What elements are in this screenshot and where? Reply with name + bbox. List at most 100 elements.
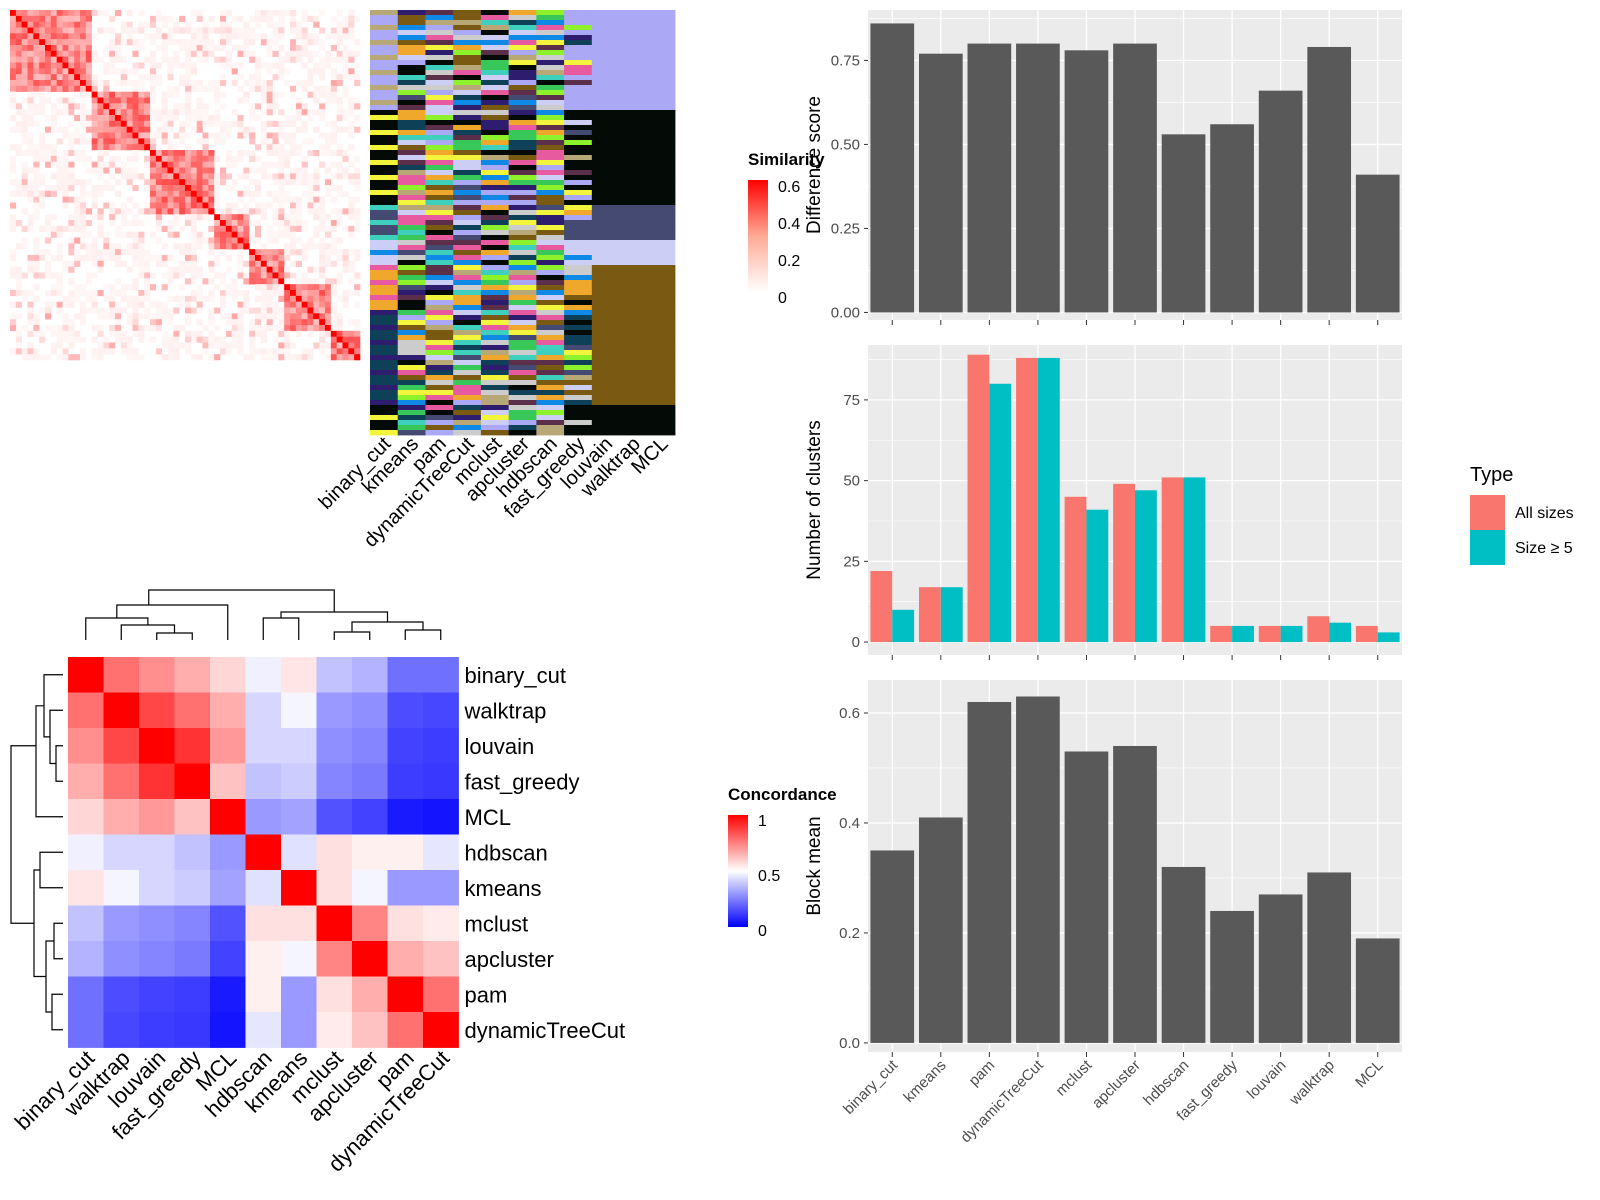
membership-cell	[370, 60, 399, 66]
similarity-cell	[220, 295, 227, 302]
similarity-cell	[109, 155, 116, 162]
similarity-cell	[103, 161, 110, 168]
y-tick-label: 0.6	[839, 705, 860, 722]
membership-cell	[480, 275, 510, 281]
similarity-cell	[68, 214, 75, 221]
similarity-cell	[266, 255, 273, 262]
membership-cell	[647, 230, 676, 236]
similarity-cell	[185, 260, 192, 267]
similarity-cell	[115, 190, 122, 197]
similarity-cell	[237, 120, 244, 127]
similarity-cell	[62, 56, 69, 63]
similarity-cell	[272, 284, 279, 291]
similarity-cell	[330, 85, 337, 92]
similarity-cell	[74, 45, 81, 52]
similarity-cell	[278, 120, 285, 127]
concordance-cell	[352, 728, 388, 764]
similarity-cell	[301, 290, 308, 297]
similarity-cell	[120, 21, 127, 28]
concordance-cell	[139, 870, 175, 906]
similarity-cell	[336, 56, 343, 63]
similarity-cell	[266, 80, 273, 87]
membership-cell	[619, 15, 648, 21]
similarity-cell	[45, 190, 52, 197]
membership-cell	[564, 50, 593, 56]
similarity-cell	[27, 39, 34, 46]
similarity-cell	[313, 15, 320, 22]
membership-cell	[619, 360, 648, 366]
membership-cell	[647, 80, 676, 86]
similarity-cell	[325, 33, 332, 40]
similarity-cell	[91, 354, 98, 361]
similarity-cell	[103, 80, 110, 87]
membership-cell	[647, 140, 676, 146]
similarity-cell	[330, 278, 337, 285]
similarity-cell	[74, 39, 81, 46]
membership-cell	[619, 295, 648, 301]
similarity-cell	[126, 249, 133, 256]
similarity-cell	[150, 150, 157, 157]
similarity-cell	[319, 249, 326, 256]
similarity-cell	[190, 39, 197, 46]
concordance-cell	[68, 657, 104, 693]
similarity-cell	[307, 173, 314, 180]
similarity-cell	[109, 97, 116, 104]
membership-cell	[480, 110, 510, 116]
similarity-cell	[179, 179, 186, 186]
membership-cell	[453, 190, 482, 196]
similarity-cell	[167, 196, 174, 203]
membership-cell	[591, 130, 620, 136]
similarity-cell	[155, 237, 162, 244]
similarity-cell	[45, 155, 52, 162]
similarity-cell	[15, 243, 22, 250]
similarity-cell	[290, 231, 297, 238]
membership-cell	[508, 365, 537, 371]
similarity-cell	[190, 173, 197, 180]
similarity-cell	[33, 103, 40, 110]
similarity-cell	[132, 27, 139, 34]
similarity-cell	[330, 342, 337, 349]
similarity-cell	[196, 109, 203, 116]
membership-cell	[591, 90, 620, 96]
membership-cell	[536, 225, 565, 231]
membership-cell	[425, 310, 454, 316]
similarity-cell	[39, 109, 46, 116]
similarity-cell	[354, 342, 361, 349]
membership-cell	[370, 40, 399, 46]
similarity-cell	[278, 290, 285, 297]
similarity-cell	[126, 173, 133, 180]
similarity-cell	[342, 21, 349, 28]
similarity-cell	[120, 115, 127, 122]
similarity-cell	[115, 91, 122, 98]
membership-cell	[647, 295, 676, 301]
similarity-cell	[161, 202, 168, 209]
similarity-cell	[196, 33, 203, 40]
similarity-cell	[144, 97, 151, 104]
membership-cell	[370, 10, 399, 16]
dendrogram-branch	[55, 745, 63, 782]
membership-cell	[508, 175, 537, 181]
membership-cell	[591, 355, 620, 361]
similarity-cell	[284, 348, 291, 355]
similarity-cell	[103, 109, 110, 116]
x-category-label: kmeans	[900, 1057, 949, 1106]
membership-cell	[370, 375, 399, 381]
similarity-cell	[260, 290, 267, 297]
similarity-cell	[220, 27, 227, 34]
membership-cell	[425, 215, 454, 221]
similarity-cell	[33, 295, 40, 302]
membership-cell	[591, 135, 620, 141]
membership-cell	[647, 415, 676, 421]
similarity-cell	[220, 45, 227, 52]
membership-cell	[536, 130, 565, 136]
similarity-cell	[103, 313, 110, 320]
similarity-cell	[237, 97, 244, 104]
similarity-cell	[342, 62, 349, 69]
similarity-cell	[15, 56, 22, 63]
similarity-cell	[155, 255, 162, 262]
similarity-cell	[62, 161, 69, 168]
similarity-cell	[284, 290, 291, 297]
similarity-cell	[255, 10, 262, 17]
membership-cell	[647, 55, 676, 61]
similarity-cell	[342, 301, 349, 308]
